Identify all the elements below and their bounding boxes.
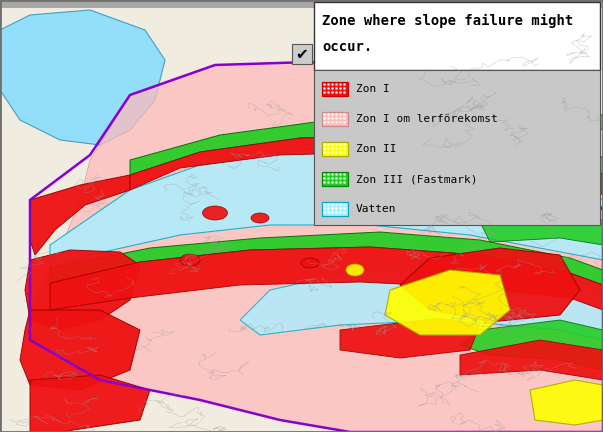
Polygon shape: [30, 62, 603, 432]
Text: Zon III (Fastmark): Zon III (Fastmark): [356, 174, 478, 184]
Ellipse shape: [251, 213, 269, 223]
Text: ✔: ✔: [295, 47, 308, 61]
Polygon shape: [460, 320, 603, 370]
Polygon shape: [25, 250, 140, 330]
Text: Zone where slope failure might: Zone where slope failure might: [322, 14, 573, 28]
Polygon shape: [30, 175, 130, 255]
Polygon shape: [130, 135, 603, 195]
Text: Zon II: Zon II: [356, 144, 397, 154]
Bar: [322, 82, 348, 96]
Bar: [314, 70, 600, 225]
Ellipse shape: [346, 264, 364, 276]
Polygon shape: [0, 10, 165, 145]
Bar: [314, 2, 600, 70]
Bar: [292, 44, 312, 64]
Polygon shape: [50, 145, 603, 270]
Bar: [322, 172, 348, 186]
Polygon shape: [20, 310, 140, 390]
Bar: [322, 112, 348, 126]
Bar: [322, 142, 348, 156]
Ellipse shape: [320, 202, 340, 214]
Polygon shape: [130, 118, 603, 175]
Polygon shape: [530, 380, 603, 425]
Text: Zon I: Zon I: [356, 84, 390, 94]
Text: occur.: occur.: [322, 40, 372, 54]
Polygon shape: [400, 248, 580, 322]
Bar: [322, 202, 348, 216]
Text: Zon I om lerförekomst: Zon I om lerförekomst: [356, 114, 497, 124]
Polygon shape: [310, 62, 603, 200]
Polygon shape: [340, 318, 480, 358]
Text: Vatten: Vatten: [356, 204, 397, 214]
Polygon shape: [50, 247, 603, 310]
Polygon shape: [50, 232, 603, 285]
Polygon shape: [240, 265, 603, 340]
Ellipse shape: [203, 206, 227, 220]
Ellipse shape: [301, 258, 319, 268]
Polygon shape: [370, 75, 603, 130]
Ellipse shape: [180, 254, 200, 266]
Polygon shape: [385, 270, 510, 335]
Polygon shape: [480, 210, 603, 245]
Polygon shape: [30, 375, 150, 432]
Polygon shape: [460, 340, 603, 380]
